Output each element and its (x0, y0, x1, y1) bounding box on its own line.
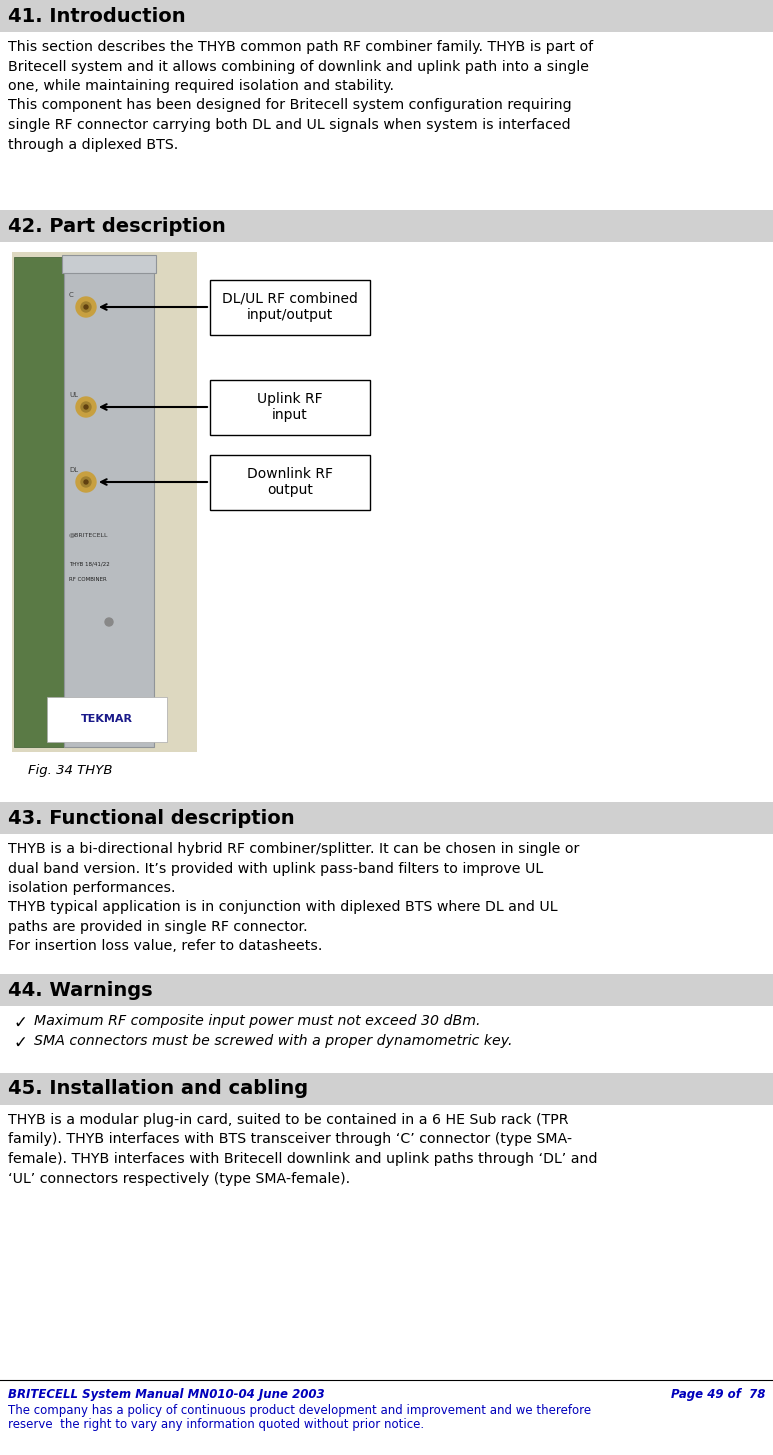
Bar (47, 697, 167, 742)
Text: Britecell system and it allows combining of downlink and uplink path into a sing: Britecell system and it allows combining… (8, 60, 589, 74)
Text: Maximum RF composite input power must not exceed 30 dBm.: Maximum RF composite input power must no… (34, 1014, 481, 1029)
Text: 43. Functional description: 43. Functional description (8, 809, 295, 828)
Text: dual band version. It’s provided with uplink pass-band filters to improve UL: dual band version. It’s provided with up… (8, 861, 543, 876)
Text: DL: DL (69, 467, 78, 473)
Bar (0, 210, 773, 242)
Text: Downlink RF
output: Downlink RF output (247, 467, 333, 498)
Bar (0, 802, 773, 834)
Circle shape (81, 477, 91, 487)
Text: This component has been designed for Britecell system configuration requiring: This component has been designed for Bri… (8, 99, 571, 112)
Text: BRITECELL System Manual MN010-04 June 2003: BRITECELL System Manual MN010-04 June 20… (8, 1388, 325, 1401)
Text: female). THYB interfaces with Britecell downlink and uplink paths through ‘DL’ a: female). THYB interfaces with Britecell … (8, 1152, 598, 1165)
Circle shape (84, 404, 88, 409)
Text: 44. Warnings: 44. Warnings (8, 981, 152, 1000)
Circle shape (81, 402, 91, 412)
Bar (210, 454, 370, 509)
Text: TEKMAR: TEKMAR (81, 714, 133, 725)
Text: ✓: ✓ (14, 1033, 28, 1052)
Text: THYB 18/41/22: THYB 18/41/22 (69, 562, 110, 567)
Text: SMA connectors must be screwed with a proper dynamometric key.: SMA connectors must be screwed with a pr… (34, 1033, 512, 1048)
Text: THYB is a bi-directional hybrid RF combiner/splitter. It can be chosen in single: THYB is a bi-directional hybrid RF combi… (8, 842, 580, 856)
Text: C: C (69, 292, 73, 298)
Text: ‘UL’ connectors respectively (type SMA-female).: ‘UL’ connectors respectively (type SMA-f… (8, 1171, 350, 1186)
Text: @BRITECELL: @BRITECELL (69, 533, 108, 537)
Text: For insertion loss value, refer to datasheets.: For insertion loss value, refer to datas… (8, 940, 322, 953)
Text: ✓: ✓ (14, 1014, 28, 1032)
Text: 45. Installation and cabling: 45. Installation and cabling (8, 1080, 308, 1099)
Text: isolation performances.: isolation performances. (8, 880, 175, 895)
Circle shape (105, 618, 113, 626)
Text: THYB typical application is in conjunction with diplexed BTS where DL and UL: THYB typical application is in conjuncti… (8, 901, 557, 915)
Circle shape (84, 306, 88, 308)
Circle shape (81, 303, 91, 311)
Circle shape (84, 480, 88, 485)
Text: family). THYB interfaces with BTS transceiver through ‘C’ connector (type SMA-: family). THYB interfaces with BTS transc… (8, 1132, 572, 1147)
Text: 41. Introduction: 41. Introduction (8, 6, 186, 26)
Circle shape (76, 297, 96, 317)
Text: DL/UL RF combined
input/output: DL/UL RF combined input/output (222, 292, 358, 322)
Bar (12, 252, 197, 752)
Text: 42. Part description: 42. Part description (8, 217, 226, 236)
Bar (210, 279, 370, 335)
Text: THYB is a modular plug-in card, suited to be contained in a 6 HE Sub rack (TPR: THYB is a modular plug-in card, suited t… (8, 1113, 568, 1128)
Text: single RF connector carrying both DL and UL signals when system is interfaced: single RF connector carrying both DL and… (8, 118, 570, 132)
Text: This section describes the THYB common path RF combiner family. THYB is part of: This section describes the THYB common p… (8, 39, 593, 54)
Text: reserve  the right to vary any information quoted without prior notice.: reserve the right to vary any informatio… (8, 1419, 424, 1432)
Text: The company has a policy of continuous product development and improvement and w: The company has a policy of continuous p… (8, 1404, 591, 1417)
Bar (14, 258, 64, 746)
Bar (0, 0, 773, 32)
Bar (0, 973, 773, 1005)
Text: Uplink RF
input: Uplink RF input (257, 391, 323, 422)
Bar (0, 1072, 773, 1104)
Text: Page 49 of  78: Page 49 of 78 (671, 1388, 765, 1401)
Bar (62, 255, 156, 274)
Circle shape (76, 397, 96, 418)
Text: Fig. 34 THYB: Fig. 34 THYB (28, 764, 113, 777)
Text: one, while maintaining required isolation and stability.: one, while maintaining required isolatio… (8, 79, 394, 93)
Text: RF COMBINER: RF COMBINER (69, 578, 107, 582)
Text: paths are provided in single RF connector.: paths are provided in single RF connecto… (8, 920, 308, 934)
Text: through a diplexed BTS.: through a diplexed BTS. (8, 138, 179, 151)
Circle shape (76, 471, 96, 492)
Bar (210, 380, 370, 435)
Text: UL: UL (69, 391, 78, 399)
Bar (64, 258, 154, 746)
